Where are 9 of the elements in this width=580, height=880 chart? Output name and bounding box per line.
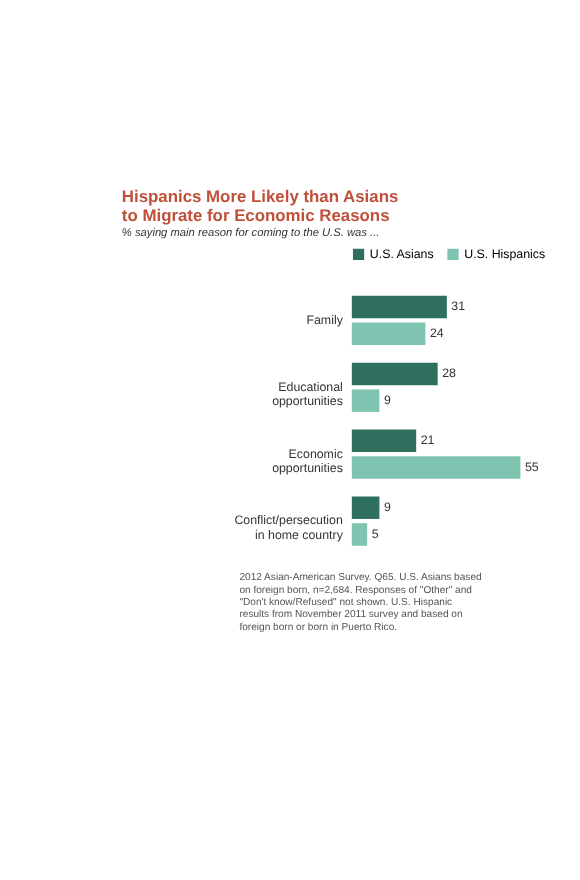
bar [351, 389, 380, 412]
bar [351, 429, 417, 453]
bar [351, 523, 368, 546]
bar [351, 496, 380, 519]
bar [351, 322, 426, 346]
bar [351, 456, 521, 479]
chart-title: Hispanics More Likely than Asians to Migrate for Economic Reasons [121, 185, 399, 225]
bar [351, 295, 447, 319]
bar [351, 362, 438, 386]
